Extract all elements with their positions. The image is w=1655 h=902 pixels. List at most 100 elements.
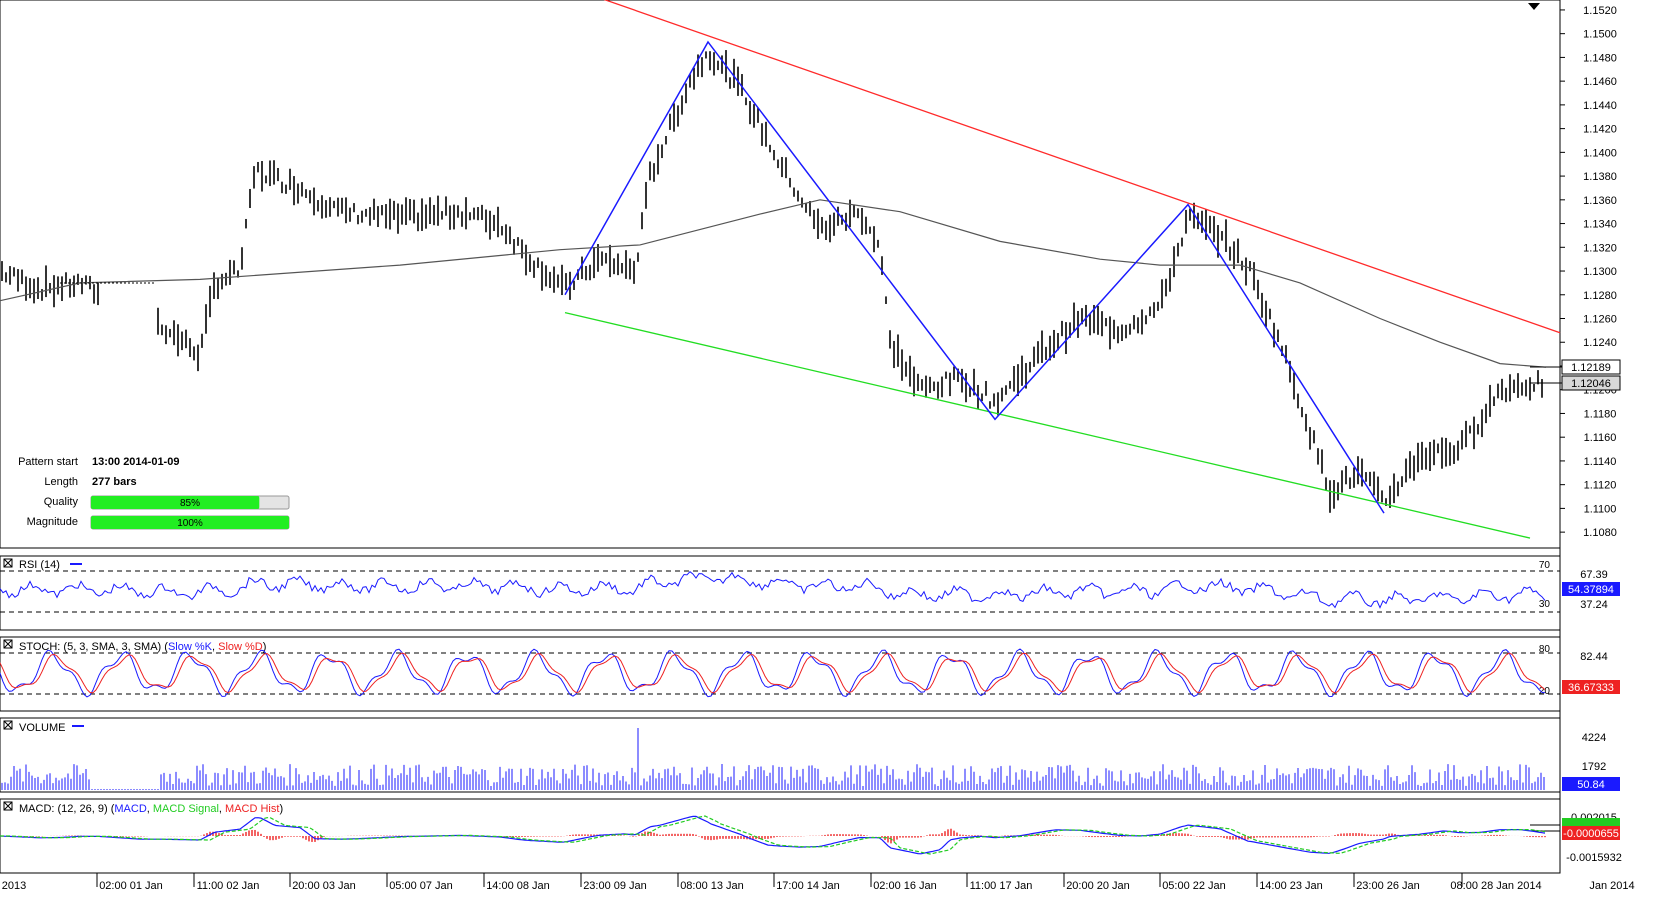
stoch-panel	[0, 636, 1561, 712]
time-axis-label: 23:00 26 Jan	[1356, 880, 1420, 892]
stoch-title: STOCH: (5, 3, SMA, 3, SMA) (Slow %K, Slo…	[19, 641, 266, 653]
price-tag-high-label: 1.12189	[1571, 362, 1611, 374]
stoch-d-line	[0, 652, 1546, 694]
price-tick-label: 1.1520	[1583, 5, 1617, 17]
time-axis-label: 05:00 07 Jan	[389, 880, 453, 892]
price-tick-label: 1.1340	[1583, 219, 1617, 231]
quality-label: Quality	[44, 496, 79, 508]
volume-panel	[0, 717, 1561, 793]
time-axis-label: 20:00 03 Jan	[292, 880, 356, 892]
time-axis-label: 20:00 20 Jan	[1066, 880, 1130, 892]
quality-bar-fill	[91, 496, 260, 509]
time-axis-label: 17:00 14 Jan	[776, 880, 840, 892]
volume-close-cross	[3, 720, 13, 730]
price-tick-label: 1.1240	[1583, 337, 1617, 349]
resistance-line	[603, 0, 1561, 334]
macd-close-icon[interactable]	[3, 801, 13, 811]
price-tick-label: 1.1360	[1583, 195, 1617, 207]
price-tick-label: 1.1480	[1583, 52, 1617, 64]
price-tick-label: 1.1400	[1583, 147, 1617, 159]
price-tick-label: 1.1420	[1583, 124, 1617, 136]
support-line	[564, 311, 1531, 539]
macd-signal-tag	[1562, 818, 1620, 826]
rsi-axis-value-2: 37.24	[1580, 599, 1608, 611]
time-axis-label: 2013	[2, 880, 26, 892]
time-axis-label: 08:00 13 Jan	[680, 880, 744, 892]
price-tick-label: 1.1140	[1584, 456, 1617, 468]
collapse-arrow-icon[interactable]	[1528, 3, 1540, 10]
price-tick-label: 1.1120	[1584, 480, 1617, 492]
macd-axis-bottom: -0.0015932	[1566, 852, 1622, 864]
time-axis-label: 02:00 16 Jan	[873, 880, 937, 892]
price-tick-label: 1.1500	[1583, 29, 1617, 41]
volume-title: VOLUME	[19, 722, 65, 734]
rsi-axis-value-1: 67.39	[1580, 569, 1608, 581]
volume-axis-value-1: 4224	[1582, 732, 1606, 744]
macd-current-tag	[1562, 826, 1620, 840]
pattern-start-label: Pattern start	[18, 456, 78, 468]
volume-axis-value-2: 1792	[1582, 761, 1606, 773]
price-tick-label: 1.1460	[1583, 76, 1617, 88]
length-value: 277 bars	[92, 476, 137, 488]
rsi-current-value: 54.37894	[1568, 584, 1614, 596]
price-tick-label: 1.1160	[1584, 432, 1617, 444]
stoch-k-line	[0, 648, 1546, 698]
stoch-level-80-label: 80	[1539, 644, 1551, 655]
price-tick-label: 1.1380	[1583, 171, 1617, 183]
price-tick-label: 1.1100	[1584, 503, 1617, 515]
price-tag-current-label: 1.12046	[1571, 378, 1611, 390]
rsi-close-cross	[3, 558, 13, 568]
magnitude-bar-fill	[91, 516, 289, 529]
rsi-title: RSI (14)	[19, 559, 60, 571]
price-tick-label: 1.1260	[1583, 314, 1617, 326]
time-axis-label: 11:00 02 Jan	[197, 880, 260, 892]
pattern-start-value: 13:00 2014-01-09	[92, 456, 179, 468]
stoch-axis-value: 82.44	[1580, 651, 1608, 663]
rsi-level-30-label: 30	[1539, 599, 1551, 610]
price-axis: 1.1520 1.1500 1.1480 1.1460 1.1440 1.1420 1.14…	[1560, 5, 1617, 539]
rsi-line	[0, 571, 1546, 609]
time-axis-label: 02:00 01 Jan	[99, 880, 163, 892]
magnitude-value: 100%	[177, 518, 203, 529]
rsi-level-70-label: 70	[1539, 560, 1551, 571]
macd-histogram	[2, 828, 1546, 844]
quality-value: 85%	[180, 498, 200, 509]
time-axis-label: 14:00 08 Jan	[486, 880, 550, 892]
stoch-close-cross	[3, 639, 13, 649]
time-axis: 2013 02:00 01 Jan 11:00 02 Jan 20:00 03 Jan…	[2, 873, 1635, 892]
time-axis-label: 08:00 28 Jan 2014	[1450, 880, 1541, 892]
rsi-close-icon[interactable]	[3, 558, 13, 568]
pattern-zigzag-line	[564, 40, 1385, 514]
price-tick-label: 1.1180	[1584, 408, 1617, 420]
macd-signal-line	[0, 815, 1546, 855]
pattern-info-box: Pattern start 13:00 2014-01-09 Length 27…	[18, 456, 290, 530]
price-tick-label: 1.1280	[1583, 290, 1617, 302]
volume-close-icon[interactable]	[3, 720, 13, 730]
price-tick-label: 1.1300	[1583, 266, 1617, 278]
price-tick-label: 1.1440	[1583, 100, 1617, 112]
length-label: Length	[44, 476, 78, 488]
price-panel	[0, 0, 1561, 549]
volume-current-value: 50.84	[1577, 779, 1605, 791]
macd-title: MACD: (12, 26, 9) (MACD, MACD Signal, MA…	[19, 803, 283, 815]
stoch-current-tag	[1562, 680, 1620, 694]
moving-average-line	[0, 199, 1547, 368]
magnitude-label: Magnitude	[27, 516, 78, 528]
price-tick-label: 1.1320	[1583, 242, 1617, 254]
rsi-panel	[0, 555, 1561, 631]
time-axis-label: 23:00 09 Jan	[583, 880, 647, 892]
stoch-current-value: 36.67333	[1568, 682, 1614, 694]
rsi-current-tag	[1562, 582, 1620, 596]
macd-close-cross	[3, 801, 13, 811]
time-axis-label: Jan 2014	[1589, 880, 1634, 892]
volume-bars	[1, 728, 1545, 790]
stoch-close-icon[interactable]	[3, 639, 13, 649]
time-axis-label: 05:00 22 Jan	[1162, 880, 1226, 892]
macd-line	[0, 815, 1546, 855]
time-axis-label: 14:00 23 Jan	[1259, 880, 1323, 892]
time-axis-label: 11:00 17 Jan	[970, 880, 1033, 892]
price-tick-label: 1.1080	[1583, 527, 1617, 539]
stoch-level-20-label: 20	[1539, 686, 1551, 697]
